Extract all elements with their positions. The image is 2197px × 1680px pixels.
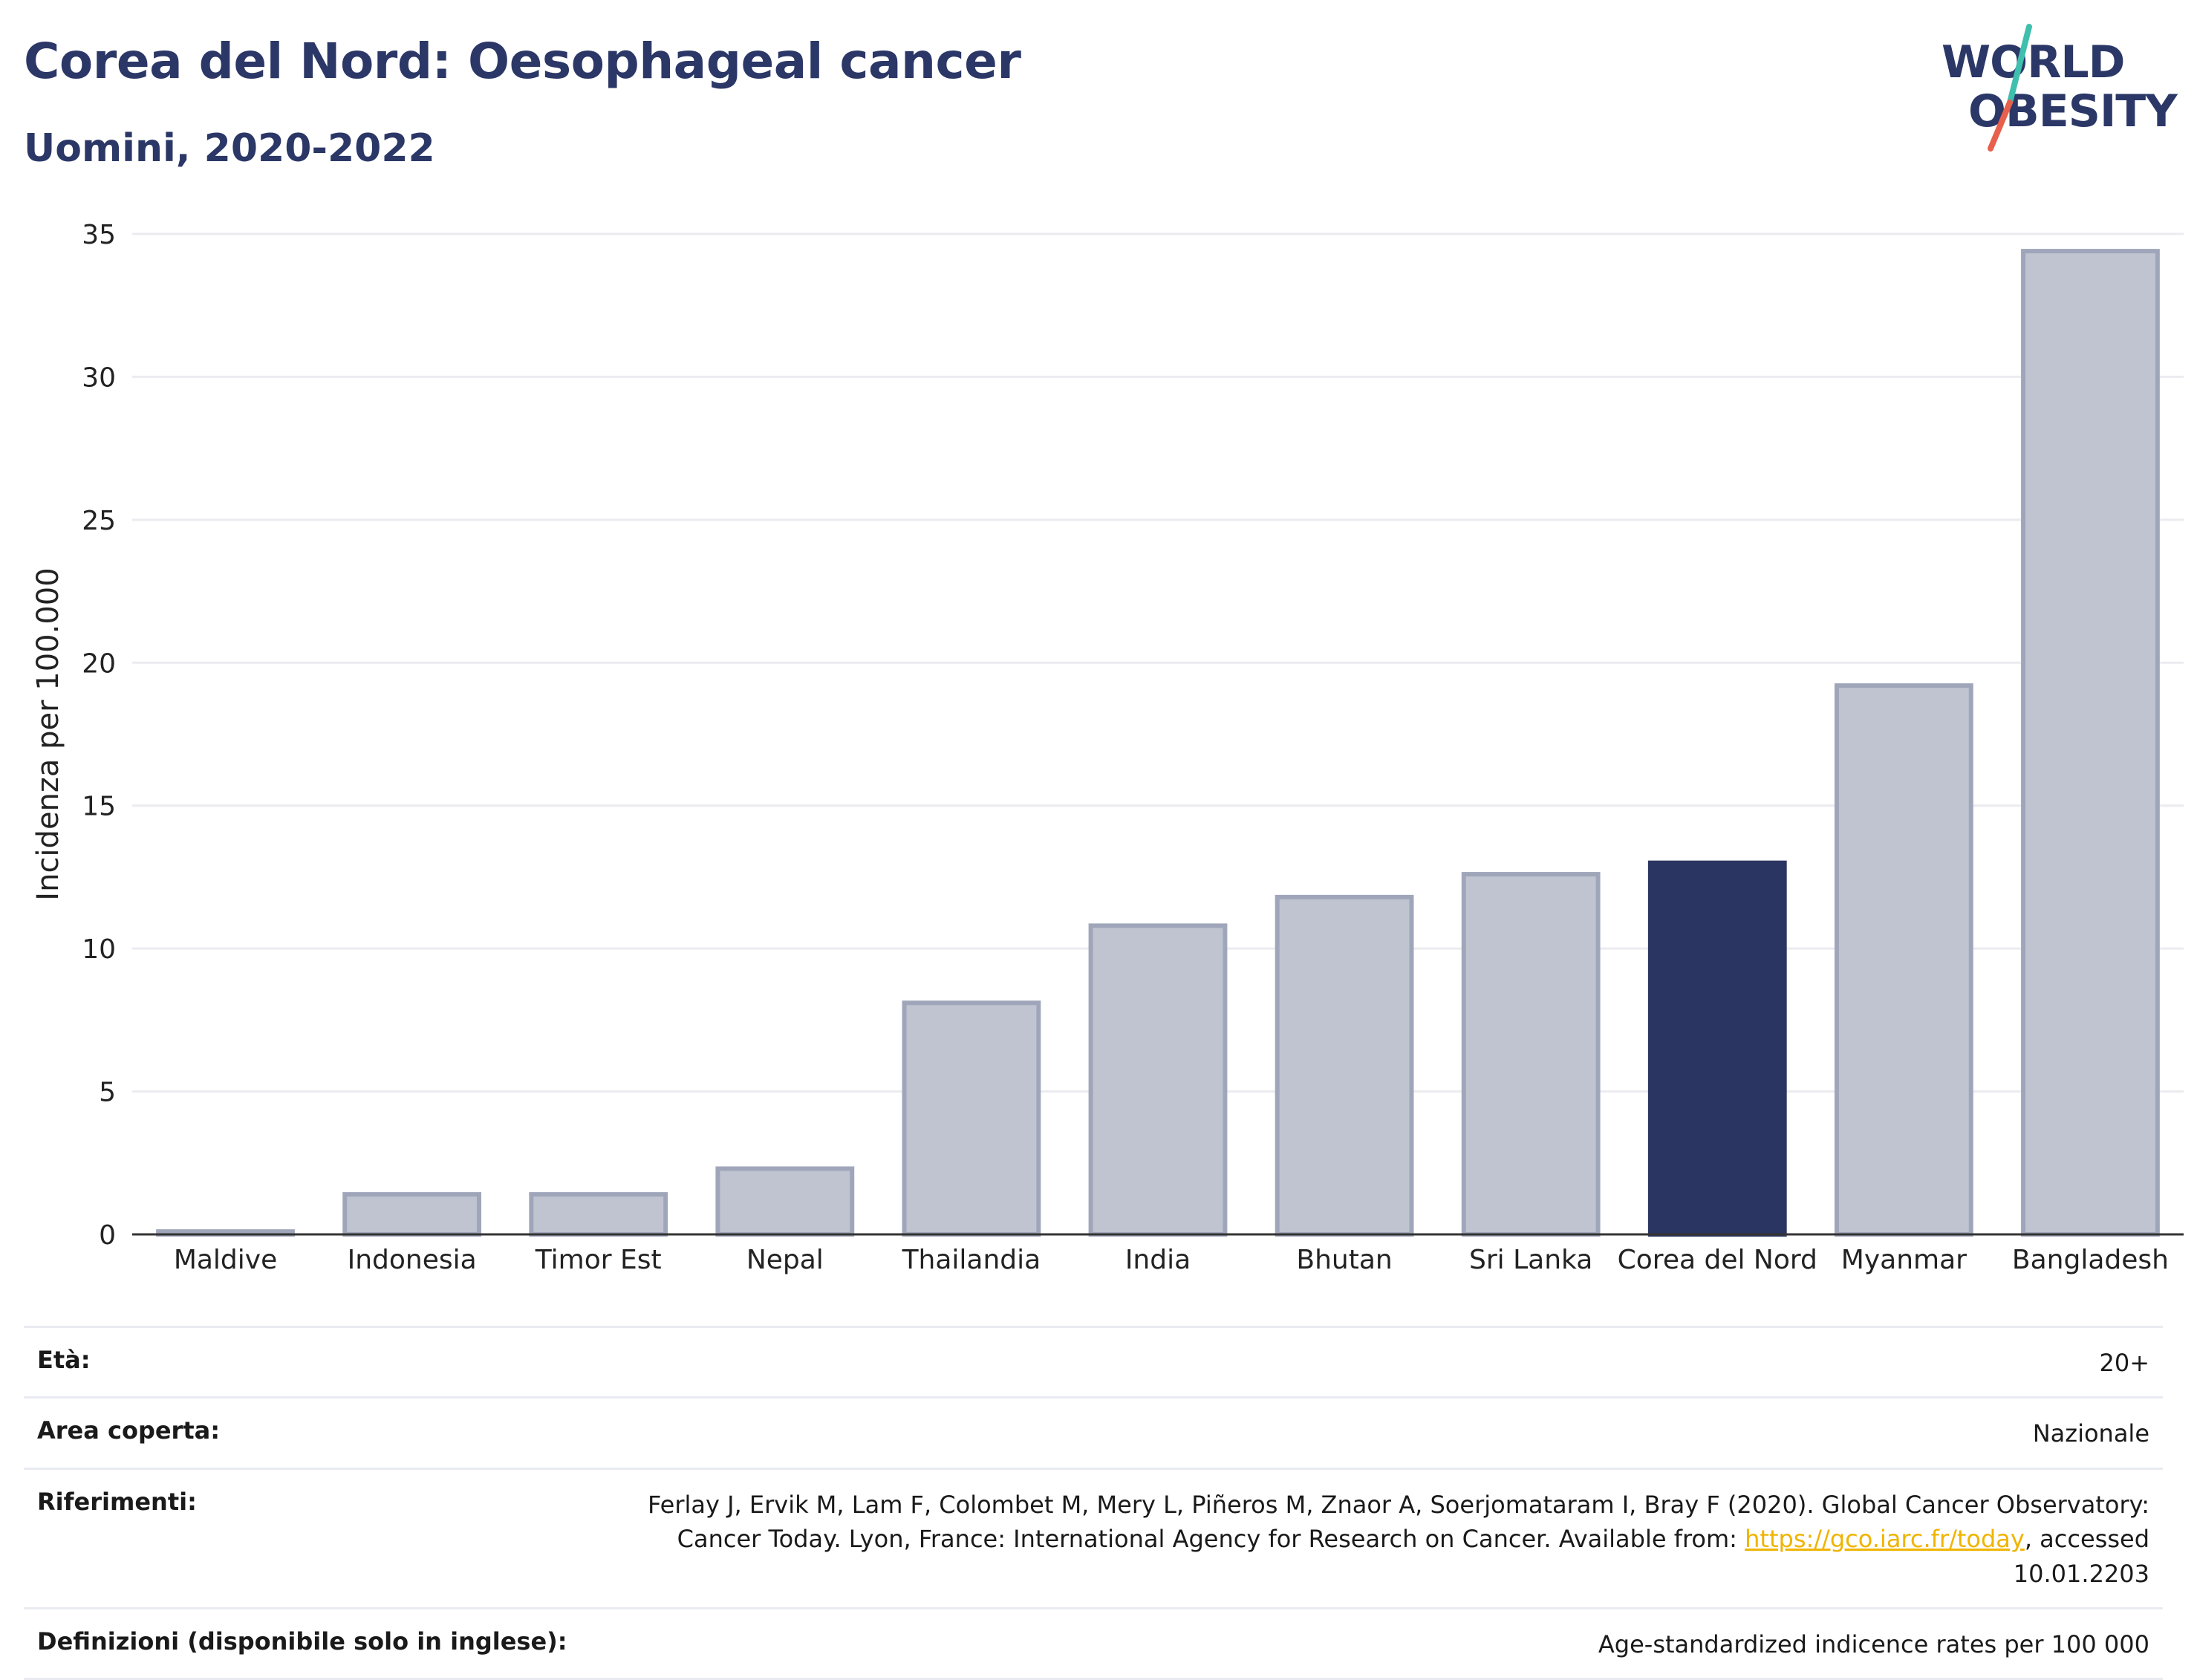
y-axis-title: Incidenza per 100.000 — [31, 567, 65, 900]
meta-area-value: Nazionale — [2032, 1419, 2149, 1448]
x-tick-label: Myanmar — [1841, 1245, 1967, 1275]
bar-indonesia[interactable] — [342, 1192, 482, 1237]
reference-link[interactable]: https://gco.iarc.fr/today — [1745, 1525, 2025, 1554]
logo-slash-icon — [1988, 24, 2032, 152]
y-tick-label: 5 — [99, 1078, 116, 1108]
bar-chart: 0 5 10 15 20 25 30 35 Maldive Indonesia Timor Est… — [31, 220, 2184, 1275]
page-title: Corea del Nord: Oesophageal cancer — [24, 33, 1021, 90]
meta-references-label: Riferimenti: — [37, 1487, 197, 1516]
x-tick-label: Timor Est — [535, 1245, 662, 1275]
meta-definitions-value: Age-standardized indicence rates per 100… — [1598, 1629, 2149, 1658]
bar-timor-est[interactable] — [529, 1192, 668, 1237]
bar-bhutan[interactable] — [1275, 894, 1414, 1237]
meta-age-value: 20+ — [2099, 1349, 2149, 1377]
metadata-table: Età: 20+ Area coperta: Nazionale Riferim… — [24, 1326, 2163, 1680]
x-tick-label: Thailandia — [902, 1245, 1041, 1275]
meta-area-label: Area coperta: — [37, 1416, 221, 1445]
bar-nepal[interactable] — [715, 1166, 855, 1237]
x-tick-label: Indonesia — [348, 1245, 477, 1275]
y-tick-labels: 0 5 10 15 20 25 30 35 — [82, 220, 116, 1251]
bars — [132, 249, 2184, 1237]
x-tick-label: Bangladesh — [2012, 1245, 2169, 1275]
x-tick-label: India — [1125, 1245, 1191, 1275]
world-obesity-logo[interactable]: WORLD OBESITY — [1931, 22, 2184, 156]
y-tick-label: 10 — [82, 934, 116, 965]
y-tick-label: 15 — [82, 792, 116, 822]
y-tick-label: 20 — [82, 648, 116, 679]
x-tick-label: Bhutan — [1296, 1245, 1392, 1275]
y-tick-label: 35 — [82, 220, 116, 250]
page-subtitle: Uomini, 2020-2022 — [24, 126, 435, 171]
bar-corea-del-nord[interactable] — [1647, 860, 1787, 1237]
bar-thailandia[interactable] — [902, 1000, 1041, 1237]
x-tick-label: Nepal — [746, 1245, 824, 1275]
meta-row-age: Età: 20+ — [24, 1326, 2163, 1396]
meta-definitions-label: Definizioni (disponibile solo in inglese… — [37, 1627, 567, 1655]
reference-text: Ferlay J, Ervik M, Lam F, Colombet M, Me… — [648, 1490, 2149, 1554]
bar-bangladesh[interactable] — [2021, 249, 2160, 1237]
logo-line-1: WORLD — [1942, 36, 2125, 88]
x-tick-label: Corea del Nord — [1618, 1245, 1817, 1275]
reference-accessed: , accessed 10.01.2203 — [2013, 1525, 2149, 1588]
x-tick-labels: Maldive Indonesia Timor Est Nepal Thailandia… — [174, 1245, 2169, 1275]
bar-myanmar[interactable] — [1834, 683, 1973, 1237]
meta-row-references: Riferimenti: Ferlay J, Ervik M, Lam F, C… — [24, 1467, 2163, 1607]
y-tick-label: 25 — [82, 506, 116, 536]
y-tick-label: 0 — [99, 1220, 116, 1251]
bar-india[interactable] — [1088, 923, 1228, 1237]
meta-references-value: Ferlay J, Ervik M, Lam F, Colombet M, Me… — [590, 1488, 2149, 1591]
x-tick-label: Sri Lanka — [1469, 1245, 1592, 1275]
x-tick-label: Maldive — [174, 1245, 277, 1275]
y-tick-label: 30 — [82, 362, 116, 393]
bar-sri-lanka[interactable] — [1461, 872, 1601, 1237]
meta-age-label: Età: — [37, 1346, 91, 1374]
meta-row-area: Area coperta: Nazionale — [24, 1396, 2163, 1467]
